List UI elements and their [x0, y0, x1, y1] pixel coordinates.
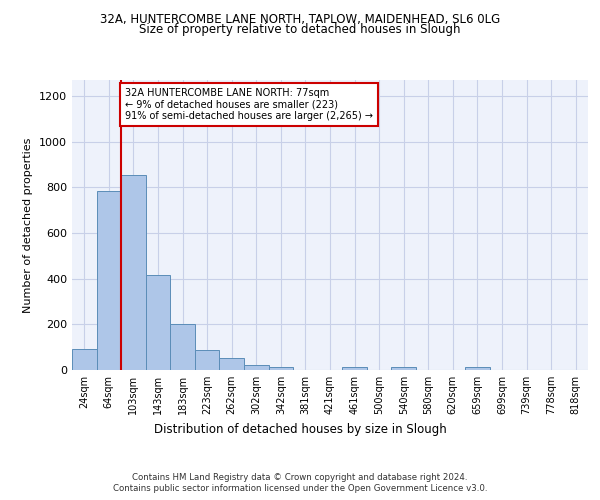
Bar	[195, 350, 220, 370]
Bar	[244, 364, 269, 370]
Bar	[170, 324, 195, 370]
Text: Size of property relative to detached houses in Slough: Size of property relative to detached ho…	[139, 22, 461, 36]
Text: 32A HUNTERCOMBE LANE NORTH: 77sqm
← 9% of detached houses are smaller (223)
91% : 32A HUNTERCOMBE LANE NORTH: 77sqm ← 9% o…	[125, 88, 373, 121]
Bar	[121, 175, 146, 370]
Text: Contains public sector information licensed under the Open Government Licence v3: Contains public sector information licen…	[113, 484, 487, 493]
Bar	[97, 190, 121, 370]
Text: Distribution of detached houses by size in Slough: Distribution of detached houses by size …	[154, 422, 446, 436]
Text: Contains HM Land Registry data © Crown copyright and database right 2024.: Contains HM Land Registry data © Crown c…	[132, 472, 468, 482]
Bar	[220, 358, 244, 370]
Bar	[465, 367, 490, 370]
Text: 32A, HUNTERCOMBE LANE NORTH, TAPLOW, MAIDENHEAD, SL6 0LG: 32A, HUNTERCOMBE LANE NORTH, TAPLOW, MAI…	[100, 12, 500, 26]
Y-axis label: Number of detached properties: Number of detached properties	[23, 138, 34, 312]
Bar	[342, 367, 367, 370]
Bar	[391, 367, 416, 370]
Bar	[72, 350, 97, 370]
Bar	[269, 366, 293, 370]
Bar	[146, 275, 170, 370]
